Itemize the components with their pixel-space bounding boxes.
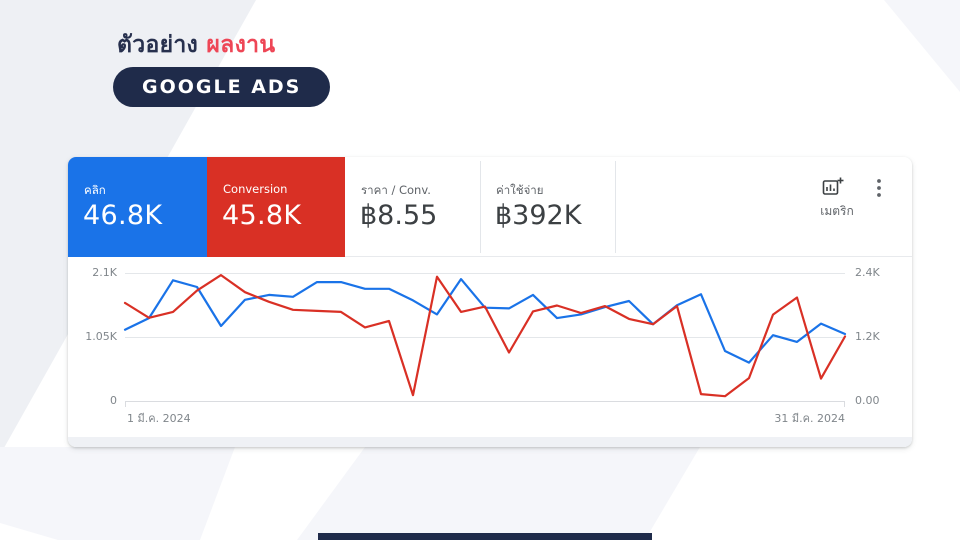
right-axis-tick: 0.00 — [855, 394, 880, 407]
metric-picker-label: เมตริก — [820, 204, 854, 218]
scorecard-row: คลิก 46.8K Conversion 45.8K ราคา / Conv.… — [68, 157, 912, 257]
chart-line-clicks — [123, 277, 847, 364]
scorecard-conversions[interactable]: Conversion 45.8K — [207, 157, 345, 257]
x-axis-start-label: 1 มี.ค. 2024 — [127, 412, 191, 425]
x-axis-end-label: 31 มี.ค. 2024 — [774, 412, 845, 425]
scorecard-conversions-label: Conversion — [223, 182, 288, 196]
kebab-menu-icon[interactable] — [869, 177, 889, 201]
chart-line-conversions — [123, 273, 847, 398]
scorecard-spend-value: ฿392K — [495, 200, 582, 231]
left-axis-tick: 1.05K — [85, 330, 117, 343]
time-series-chart: 2.1K 1.05K 0 2.4K 1.2K 0.00 1 มี.ค. 2024… — [68, 257, 912, 437]
scorecard-spend[interactable]: ค่าใช้จ่าย ฿392K — [480, 157, 615, 257]
chart-plot-area — [123, 273, 847, 407]
page-title-dark: ตัวอย่าง — [117, 32, 199, 58]
left-axis-tick: 2.1K — [92, 266, 117, 279]
card-footer-strip — [68, 437, 912, 447]
scorecard-spend-label: ค่าใช้จ่าย — [496, 183, 544, 197]
divider — [480, 161, 481, 253]
page-title: ตัวอย่าง ผลงาน — [117, 27, 275, 63]
right-axis-tick: 1.2K — [855, 330, 880, 343]
ads-dashboard-card: คลิก 46.8K Conversion 45.8K ราคา / Conv.… — [68, 157, 912, 447]
scorecard-clicks[interactable]: คลิก 46.8K — [68, 157, 207, 257]
scorecard-cost-per-conv-label: ราคา / Conv. — [361, 183, 431, 197]
google-ads-badge: GOOGLE ADS — [113, 67, 331, 107]
page-title-accent: ผลงาน — [206, 32, 276, 58]
scorecard-cost-per-conv[interactable]: ราคา / Conv. ฿8.55 — [345, 157, 480, 257]
bg-navy-bar — [318, 533, 652, 540]
scorecard-conversions-value: 45.8K — [222, 200, 302, 231]
divider — [615, 161, 616, 253]
scorecard-cost-per-conv-value: ฿8.55 — [360, 200, 438, 231]
scorecard-clicks-label: คลิก — [84, 183, 106, 197]
scorecard-clicks-value: 46.8K — [83, 200, 163, 231]
left-axis-tick: 0 — [110, 394, 117, 407]
add-metric-icon[interactable] — [822, 177, 850, 197]
right-axis-tick: 2.4K — [855, 266, 880, 279]
